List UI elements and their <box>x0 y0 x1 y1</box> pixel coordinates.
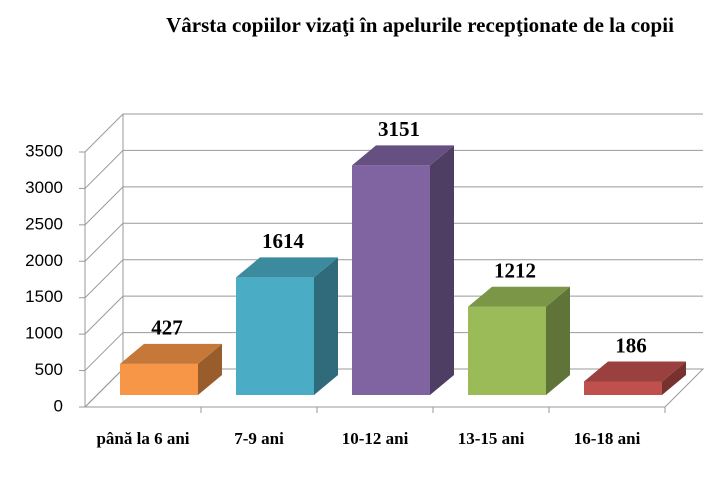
bar <box>468 306 546 395</box>
y-tick-label: 0 <box>54 396 63 415</box>
bar <box>584 381 662 395</box>
value-label: 1212 <box>494 259 536 283</box>
y-tick-label: 1000 <box>25 324 63 343</box>
y-tick-label: 500 <box>35 360 63 379</box>
chart-title: Vârsta copiilor vizaţi în apelurile rece… <box>166 13 674 37</box>
value-label: 3151 <box>378 117 420 141</box>
bar <box>236 277 314 395</box>
floor <box>83 368 705 408</box>
y-tick-label: 2500 <box>25 214 63 233</box>
bar-top <box>584 361 686 382</box>
bar-top <box>120 343 222 364</box>
value-label: 186 <box>615 333 647 357</box>
grid-line <box>84 259 703 299</box>
grid-line <box>84 113 703 153</box>
x-tick-label: 16-18 ani <box>573 429 641 448</box>
grid-line <box>84 222 703 262</box>
y-tick-label: 3000 <box>25 178 63 197</box>
bar-side <box>546 286 570 395</box>
bar-side <box>430 145 454 395</box>
bar-top <box>468 286 570 307</box>
bar <box>352 165 430 395</box>
value-label: 427 <box>151 316 183 340</box>
y-tick-label: 3500 <box>25 141 63 160</box>
grid-line <box>84 186 703 226</box>
bar-side <box>198 343 222 395</box>
bar-top <box>236 257 338 278</box>
bar-side <box>662 361 686 395</box>
x-tick-label: 13-15 ani <box>457 429 525 448</box>
grid-line <box>84 149 703 189</box>
bar <box>120 363 198 395</box>
bar-side <box>314 257 338 395</box>
x-tick-label: până la 6 ani <box>96 429 190 448</box>
x-tick-label: 7-9 ani <box>234 429 284 448</box>
value-label: 1614 <box>262 229 305 253</box>
y-tick-label: 1500 <box>25 287 63 306</box>
x-tick-label: 10-12 ani <box>341 429 409 448</box>
y-tick-label: 2000 <box>25 251 63 270</box>
bar-top <box>352 145 454 166</box>
